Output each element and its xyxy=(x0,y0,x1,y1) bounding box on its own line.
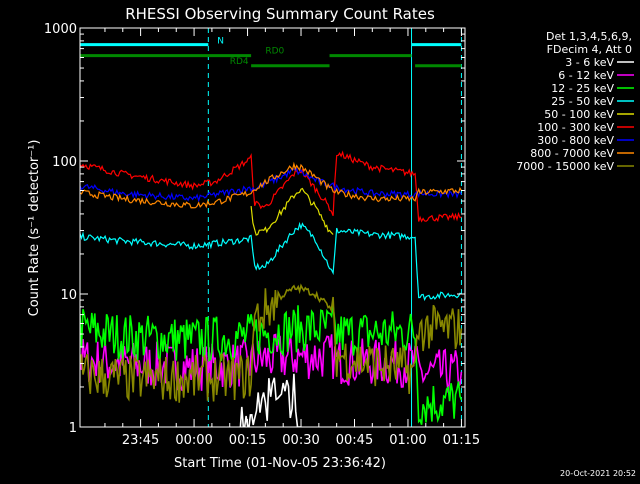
x-tick-label: 01:15 xyxy=(443,433,480,448)
series-line-7 xyxy=(80,161,462,209)
legend-label: 100 - 300 keV xyxy=(537,121,614,134)
x-axis-label: Start Time (01-Nov-05 23:36:42) xyxy=(174,456,386,471)
chart-title: RHESSI Observing Summary Count Rates xyxy=(125,5,435,23)
state-bar-label-n: N xyxy=(217,37,224,47)
state-bar-label-rd0: RD0 xyxy=(265,47,284,57)
legend-label: 50 - 100 keV xyxy=(544,108,614,121)
x-tick-label: 00:15 xyxy=(229,433,266,448)
legend-label: 800 - 7000 keV xyxy=(530,147,614,160)
axes-frame xyxy=(79,27,466,428)
plot-area: N RD0 RD4 1 10 100 1000 23:45 00:00 00:15 00:30 00:… xyxy=(44,22,480,448)
series-line-6 xyxy=(80,167,462,203)
series-group xyxy=(80,150,463,427)
state-bar-label-rd4: RD4 xyxy=(230,57,249,67)
legend-label: 7000 - 15000 keV xyxy=(516,160,614,173)
legend-label: 6 - 12 keV xyxy=(558,69,614,82)
x-tick-label: 00:30 xyxy=(282,433,319,448)
series-line-1 xyxy=(80,333,463,393)
legend-label: 25 - 50 keV xyxy=(551,95,614,108)
y-tick-label: 1000 xyxy=(44,22,77,37)
y-tick-label: 100 xyxy=(52,155,77,170)
legend-label: 300 - 800 keV xyxy=(537,134,614,147)
series-line-2 xyxy=(80,305,463,425)
x-tick-label: 23:45 xyxy=(122,433,159,448)
legend-label: 3 - 6 keV xyxy=(565,56,614,69)
series-line-3 xyxy=(80,221,462,302)
legend: Det 1,3,4,5,6,9,FDecim 4, Att 03 - 6 keV… xyxy=(516,30,634,173)
y-tick-label: 10 xyxy=(60,288,77,303)
series-line-5 xyxy=(80,150,462,223)
legend-label: 12 - 25 keV xyxy=(551,82,614,95)
footer-timestamp: 20-Oct-2021 20:52 xyxy=(560,469,636,478)
series-line-0 xyxy=(239,373,301,427)
x-tick-label: 00:00 xyxy=(175,433,212,448)
x-tick-label: 00:45 xyxy=(336,433,373,448)
series-line-4 xyxy=(250,187,334,236)
y-tick-label: 1 xyxy=(69,421,77,436)
series-line-8 xyxy=(80,283,463,403)
y-axis-label: Count Rate (s⁻¹ detector⁻¹) xyxy=(27,140,42,317)
legend-header: Det 1,3,4,5,6,9, xyxy=(546,30,632,43)
legend-header: FDecim 4, Att 0 xyxy=(547,43,632,56)
x-tick-label: 01:00 xyxy=(389,433,426,448)
